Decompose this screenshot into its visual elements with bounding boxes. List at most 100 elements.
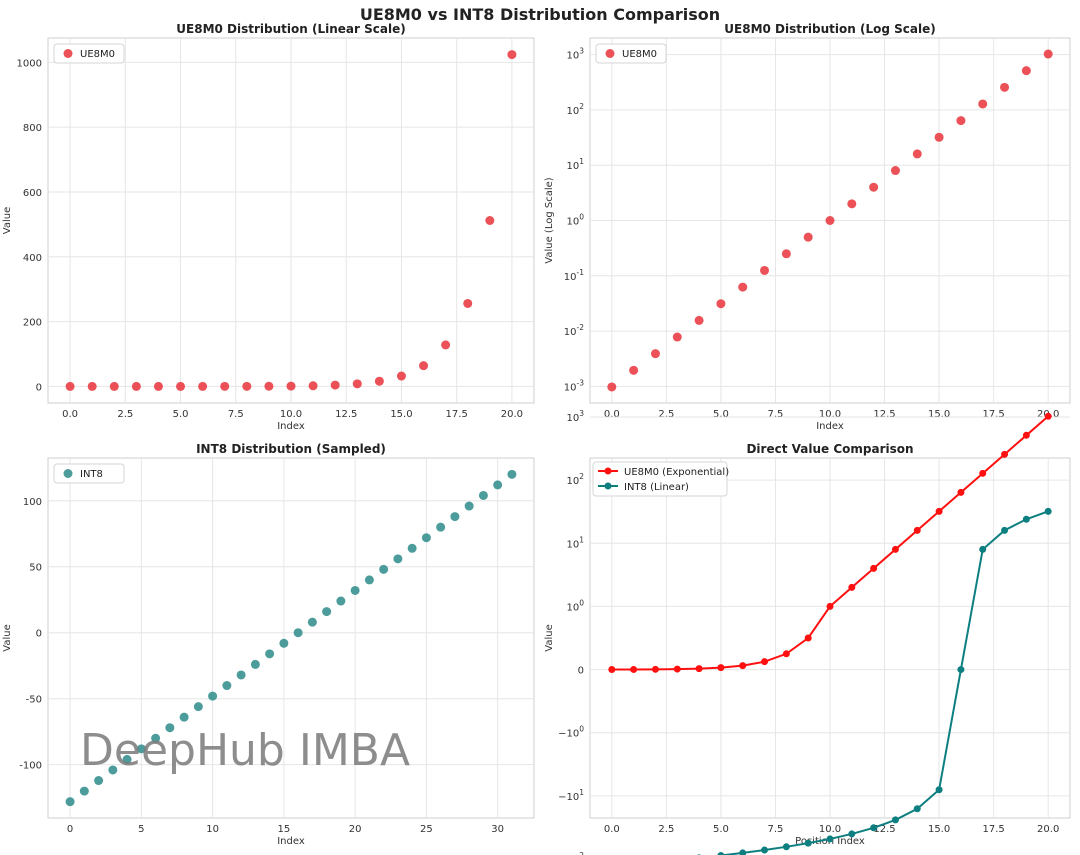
data-point — [122, 754, 132, 764]
legend: INT8 — [53, 463, 125, 484]
x-tick-label: 15.0 — [928, 824, 950, 835]
series-point — [913, 526, 921, 534]
y-tick-label-base: 0 — [578, 666, 584, 677]
y-tick-label: 101 — [566, 157, 584, 172]
data-point — [322, 607, 332, 617]
legend-label: UE8M0 (Exponential) — [624, 467, 729, 478]
data-point — [803, 232, 813, 242]
y-tick-label-base: 10 — [566, 539, 579, 550]
y-tick-label: 0 — [36, 382, 42, 393]
legend: UE8M0 — [53, 43, 125, 64]
data-point — [87, 381, 97, 391]
y-tick-label-base: 10 — [564, 382, 577, 393]
y-tick-label-base: 10 — [566, 413, 579, 424]
series-point — [826, 602, 834, 610]
y-tick-label-base: −10 — [558, 792, 579, 803]
data-point — [436, 522, 446, 532]
data-point — [485, 216, 495, 225]
x-tick-label: 20.0 — [1037, 824, 1059, 835]
x-tick-label: 2.5 — [658, 824, 674, 835]
y-tick-label-base: 10 — [566, 476, 579, 487]
data-point — [336, 596, 346, 606]
y-tick-label: 10-2 — [564, 323, 584, 338]
data-point — [307, 617, 317, 627]
y-tick-label: −101 — [558, 788, 584, 803]
data-point — [421, 533, 431, 543]
y-tick-label-base: −10 — [558, 729, 579, 740]
chart-title: INT8 Distribution (Sampled) — [196, 442, 386, 456]
data-point — [131, 381, 141, 391]
y-tick-label-exp: 1 — [579, 535, 584, 544]
x-tick-label: 30 — [491, 824, 504, 835]
series-point — [804, 634, 812, 642]
y-tick-label-exp: 1 — [579, 788, 584, 797]
data-point — [419, 361, 429, 371]
data-point — [250, 659, 260, 669]
y-tick-label: -100 — [19, 761, 42, 772]
x-tick-label: 10.0 — [819, 409, 841, 420]
legend-marker — [63, 469, 73, 478]
y-tick-label-exp: 0 — [579, 725, 584, 734]
y-tick-label: 600 — [23, 188, 42, 199]
data-point — [330, 380, 340, 390]
series-point — [739, 662, 747, 670]
legend: UE8M0 — [595, 43, 667, 64]
data-point — [193, 702, 203, 712]
x-tick-label: 20 — [349, 824, 362, 835]
data-point — [978, 99, 988, 109]
data-point — [153, 381, 163, 391]
data-point — [890, 166, 900, 176]
legend-label: INT8 — [80, 469, 103, 480]
x-tick-label: 5.0 — [713, 824, 729, 835]
data-point — [242, 381, 252, 391]
data-point — [441, 340, 451, 350]
x-tick-label: 25 — [420, 824, 433, 835]
data-point — [208, 691, 218, 701]
y-axis-label: Value (Log Scale) — [544, 177, 555, 263]
series-point — [608, 666, 616, 674]
data-point — [396, 371, 406, 381]
x-tick-label: 2.5 — [658, 409, 674, 420]
data-point — [352, 379, 362, 389]
y-tick-label: 1000 — [17, 58, 42, 69]
data-point — [393, 554, 403, 564]
y-tick-label-exp: 3 — [579, 409, 584, 418]
y-tick-label-exp: -1 — [577, 268, 585, 277]
y-tick-label-exp: 0 — [579, 213, 584, 222]
legend-label: INT8 (Linear) — [624, 482, 689, 493]
data-point — [94, 776, 104, 786]
chart-panel-2: UE8M0 Distribution (Log Scale) 0.0 2.5 5.0 7… — [544, 22, 1071, 432]
y-tick-label: 100 — [23, 497, 42, 508]
legend-label: UE8M0 — [622, 49, 657, 60]
y-tick-label: 102 — [566, 102, 584, 117]
x-tick-label: 12.5 — [873, 409, 895, 420]
data-point — [265, 649, 275, 659]
series-point — [979, 469, 987, 477]
y-tick-label-exp: 3 — [579, 47, 584, 56]
data-point — [1021, 66, 1031, 76]
data-point — [672, 332, 682, 342]
y-tick-label-base: 10 — [566, 217, 579, 228]
series-point — [1044, 412, 1052, 420]
data-point — [956, 116, 966, 126]
series-point — [717, 852, 725, 855]
data-point — [279, 638, 289, 648]
series-point — [848, 830, 856, 838]
data-point — [629, 365, 639, 375]
watermark-text: DeepHub IMBA — [80, 725, 410, 776]
data-point — [912, 149, 922, 159]
x-tick-label: 0 — [67, 824, 73, 835]
data-point — [286, 381, 296, 391]
series-point — [1001, 526, 1009, 534]
x-tick-label: 17.5 — [983, 409, 1005, 420]
y-tick-label-exp: 2 — [579, 851, 584, 855]
data-point — [364, 575, 374, 585]
data-point — [109, 381, 119, 391]
data-point — [716, 299, 726, 309]
data-point — [694, 315, 704, 325]
y-tick-label: 103 — [566, 409, 584, 424]
series-point — [1001, 450, 1009, 458]
x-tick-label: 15.0 — [928, 409, 950, 420]
x-tick-label: 10.0 — [819, 824, 841, 835]
